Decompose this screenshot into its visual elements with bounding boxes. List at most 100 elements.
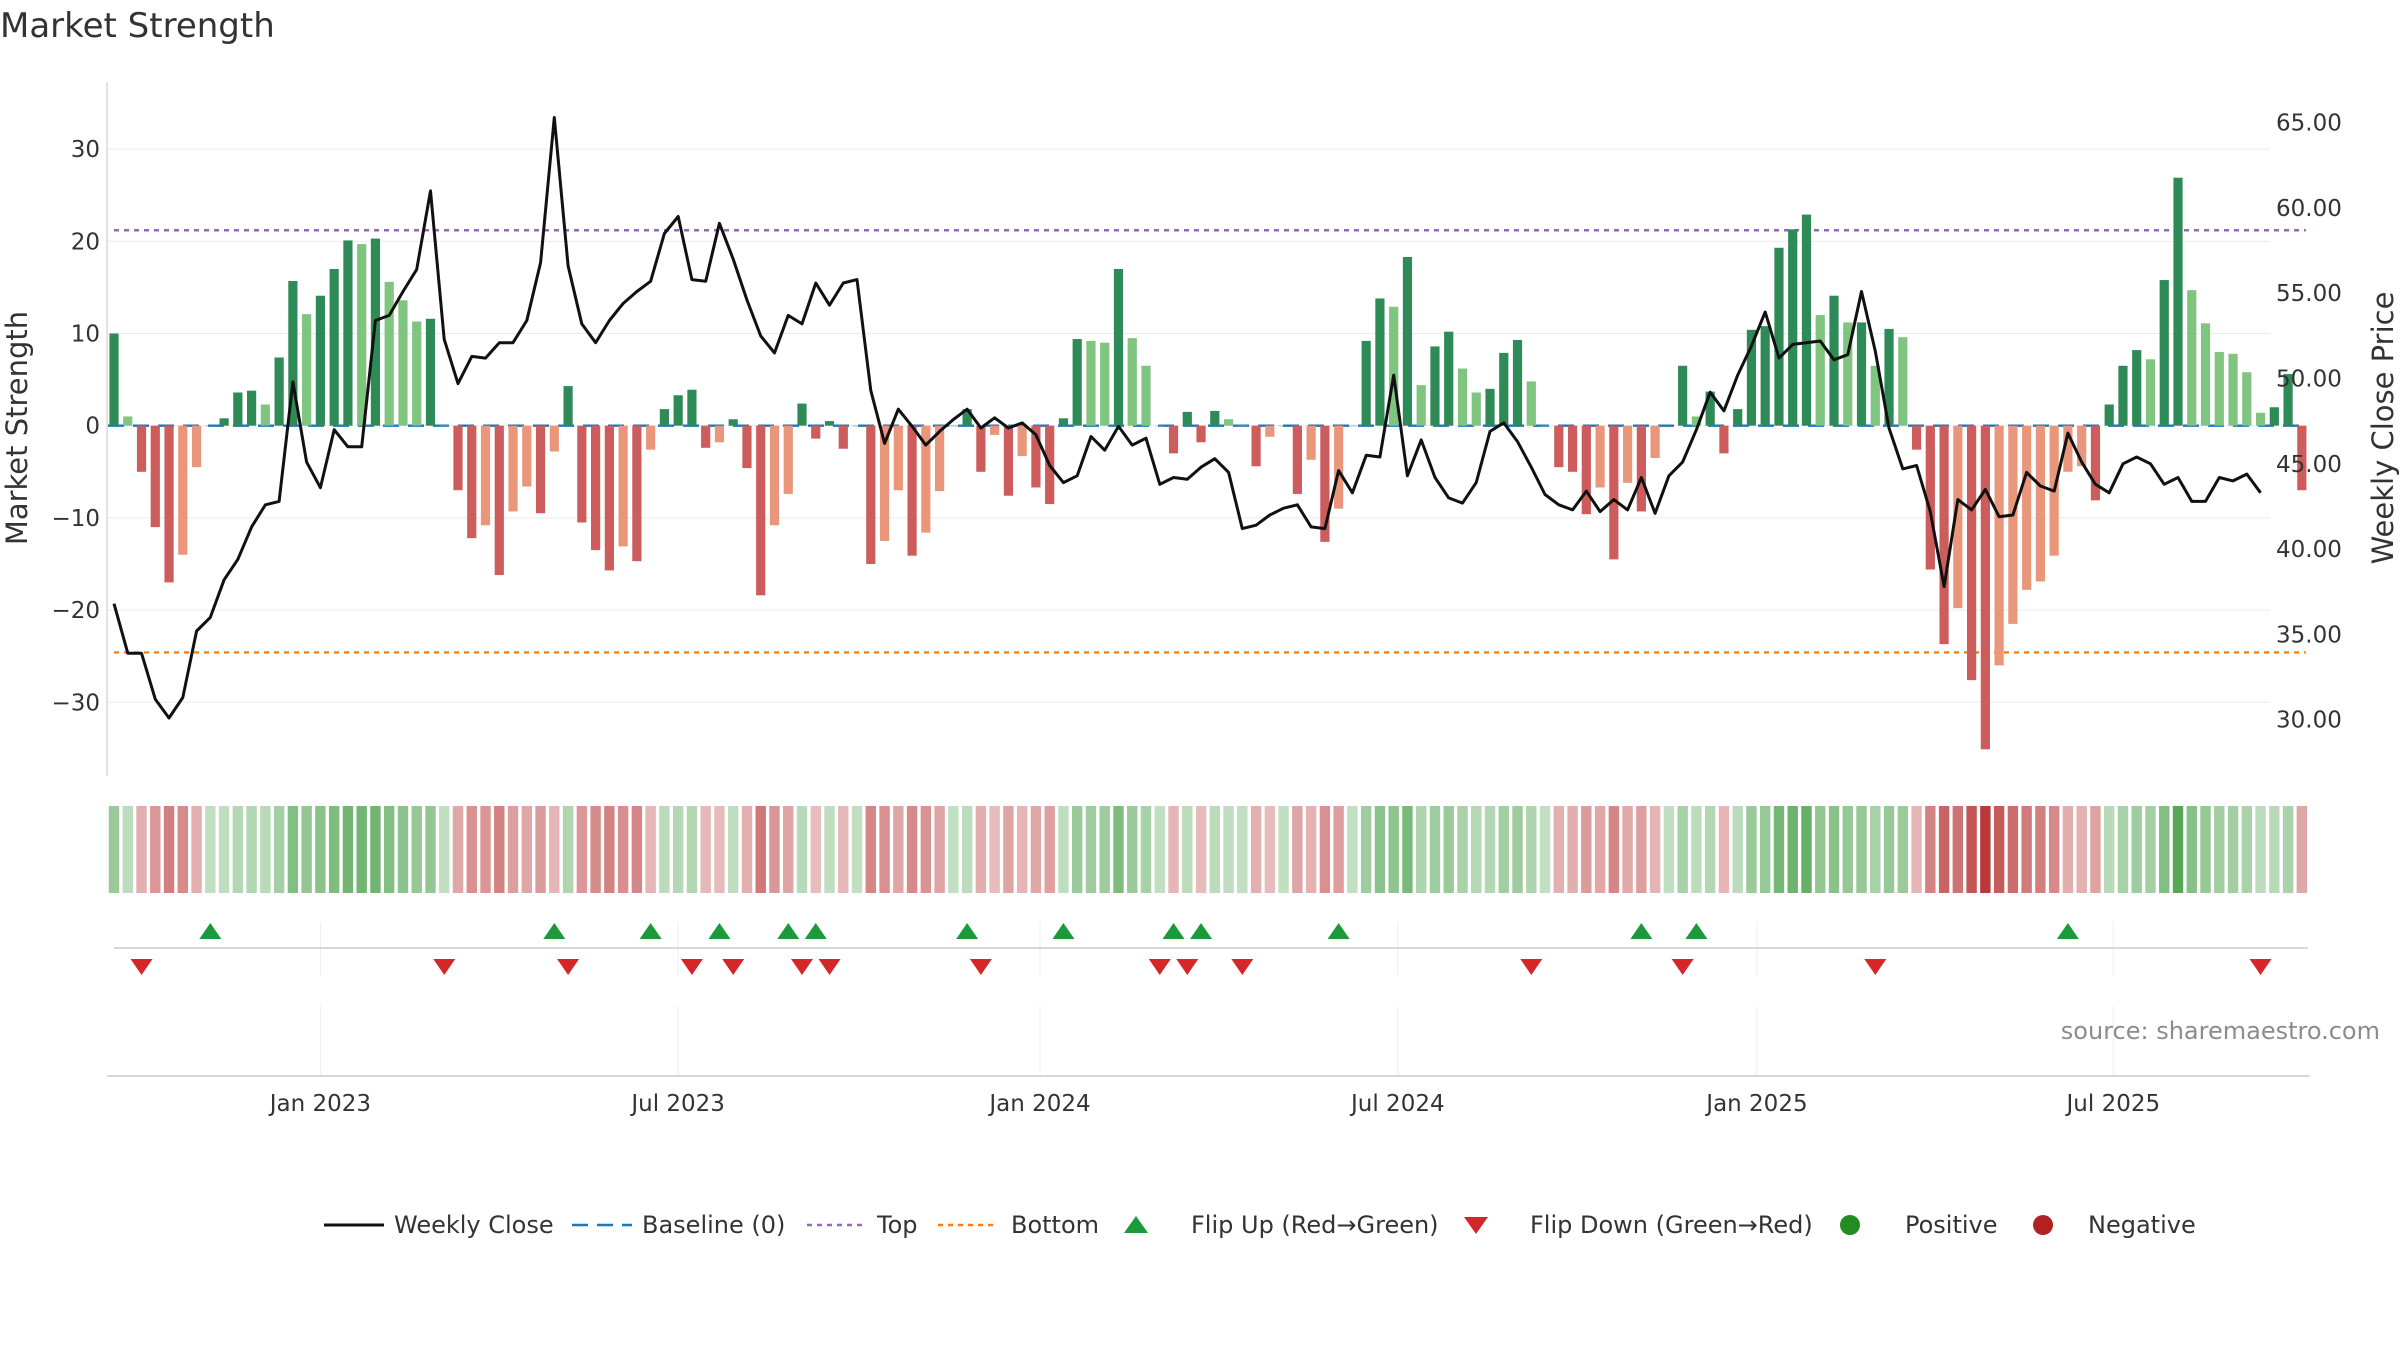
- heat-cell: [1815, 806, 1826, 893]
- strength-bar: [2200, 323, 2211, 426]
- strength-bar: [1664, 425, 1674, 427]
- strength-bar: [1196, 425, 1206, 443]
- strength-bar: [756, 425, 766, 596]
- heat-cell: [920, 806, 932, 893]
- flip-down-marker: [818, 959, 841, 975]
- strength-bar: [398, 300, 408, 426]
- strength-bar: [797, 403, 807, 426]
- flip-down-marker: [722, 959, 745, 975]
- strength-bar: [1210, 410, 1220, 426]
- strength-bar: [921, 425, 931, 533]
- heat-cell: [507, 806, 519, 893]
- heat-cell: [205, 806, 216, 893]
- heat-cell: [1512, 806, 1523, 893]
- strength-bar: [494, 425, 504, 576]
- strength-bar: [1182, 411, 1192, 426]
- strength-heat-strip: [108, 806, 2308, 893]
- heat-cell: [1883, 806, 1895, 893]
- heat-cell: [342, 806, 354, 893]
- heat-cell: [2296, 806, 2308, 893]
- strength-bar: [728, 419, 738, 426]
- strength-bar: [1306, 425, 1316, 460]
- strength-bar: [990, 425, 1000, 435]
- heat-cell: [2007, 806, 2019, 893]
- left-tick-label: 20: [71, 229, 100, 255]
- strength-bar: [1567, 425, 1578, 472]
- legend-label: Weekly Close: [394, 1211, 554, 1239]
- heat-cell: [1182, 806, 1193, 893]
- strength-bar: [1678, 365, 1688, 426]
- strength-bar: [1595, 425, 1605, 488]
- strength-bar: [1719, 425, 1729, 454]
- heat-cell: [576, 806, 588, 893]
- strength-bar: [480, 425, 491, 526]
- heat-cell: [989, 806, 1000, 893]
- heat-cell: [1099, 806, 1110, 893]
- heat-cell: [1058, 806, 1069, 893]
- heat-cell: [535, 806, 546, 893]
- heat-cell: [838, 806, 849, 893]
- heat-cell: [1526, 806, 1537, 893]
- heat-cell: [590, 806, 601, 893]
- y-axis-label-right: Weekly Close Price: [2366, 292, 2400, 565]
- right-tick-label: 65.00: [2276, 111, 2342, 137]
- strength-bar: [852, 425, 862, 427]
- heat-cell: [356, 806, 367, 893]
- strength-bar: [2173, 177, 2183, 426]
- heat-cell: [1388, 806, 1399, 893]
- heat-cell: [1237, 806, 1248, 893]
- strength-bar: [1058, 418, 1069, 426]
- heat-cell: [2035, 806, 2046, 893]
- strength-bar: [453, 425, 463, 491]
- heat-cell: [1374, 806, 1386, 893]
- heat-cell: [769, 806, 780, 893]
- right-tick-label: 40.00: [2276, 537, 2342, 563]
- strength-bar: [522, 425, 532, 487]
- flip-up-marker: [1162, 923, 1185, 939]
- heat-cell: [1704, 806, 1716, 893]
- heat-cell: [1925, 806, 1936, 893]
- strength-bar: [1623, 425, 1633, 483]
- strength-bar: [976, 425, 986, 472]
- heat-cell: [328, 806, 340, 893]
- flip-down-marker: [1231, 959, 1254, 975]
- flip-down-marker: [1148, 959, 1171, 975]
- heat-cell: [2227, 806, 2239, 893]
- chart-title: Market Strength: [0, 6, 275, 46]
- strength-bar: [1870, 365, 1880, 426]
- strength-bar: [673, 395, 683, 426]
- legend-item-tri-up: Flip Up (Red→Green): [1124, 1211, 1439, 1239]
- strength-bar: [1526, 381, 1536, 426]
- heat-cell: [480, 806, 491, 893]
- heat-cell: [1980, 806, 1991, 893]
- weekly-close-line: [112, 116, 2262, 720]
- strength-bar: [2187, 290, 2197, 426]
- heat-cell: [1127, 806, 1138, 893]
- flip-up-marker: [956, 923, 979, 939]
- legend-label: Baseline (0): [642, 1211, 785, 1239]
- strength-bar: [1898, 337, 1908, 426]
- heat-cell: [1773, 806, 1785, 893]
- source-credit: source: sharemaestro.com: [2061, 1017, 2380, 1045]
- heat-cell: [741, 806, 753, 893]
- heat-cell: [961, 806, 973, 893]
- strength-bar: [1292, 425, 1302, 494]
- heat-cell: [549, 806, 560, 893]
- heat-cell: [617, 806, 629, 893]
- flip-down-marker: [969, 959, 992, 975]
- strength-bar: [1430, 346, 1440, 426]
- heat-cell: [1539, 806, 1551, 893]
- heat-cell: [521, 806, 532, 893]
- strength-bar: [1994, 425, 2004, 666]
- heat-cell: [1072, 806, 1083, 893]
- strength-bar: [302, 314, 312, 426]
- strength-bar: [935, 425, 945, 492]
- heat-cell: [851, 806, 863, 893]
- x-tick-label: Jul 2025: [2065, 1091, 2161, 1117]
- strength-bar: [535, 425, 546, 514]
- flip-down-marker: [1671, 959, 1694, 975]
- flip-down-marker: [680, 959, 703, 975]
- heat-cell: [1828, 806, 1840, 893]
- heat-cell: [1030, 806, 1042, 893]
- heat-cell: [1003, 806, 1014, 893]
